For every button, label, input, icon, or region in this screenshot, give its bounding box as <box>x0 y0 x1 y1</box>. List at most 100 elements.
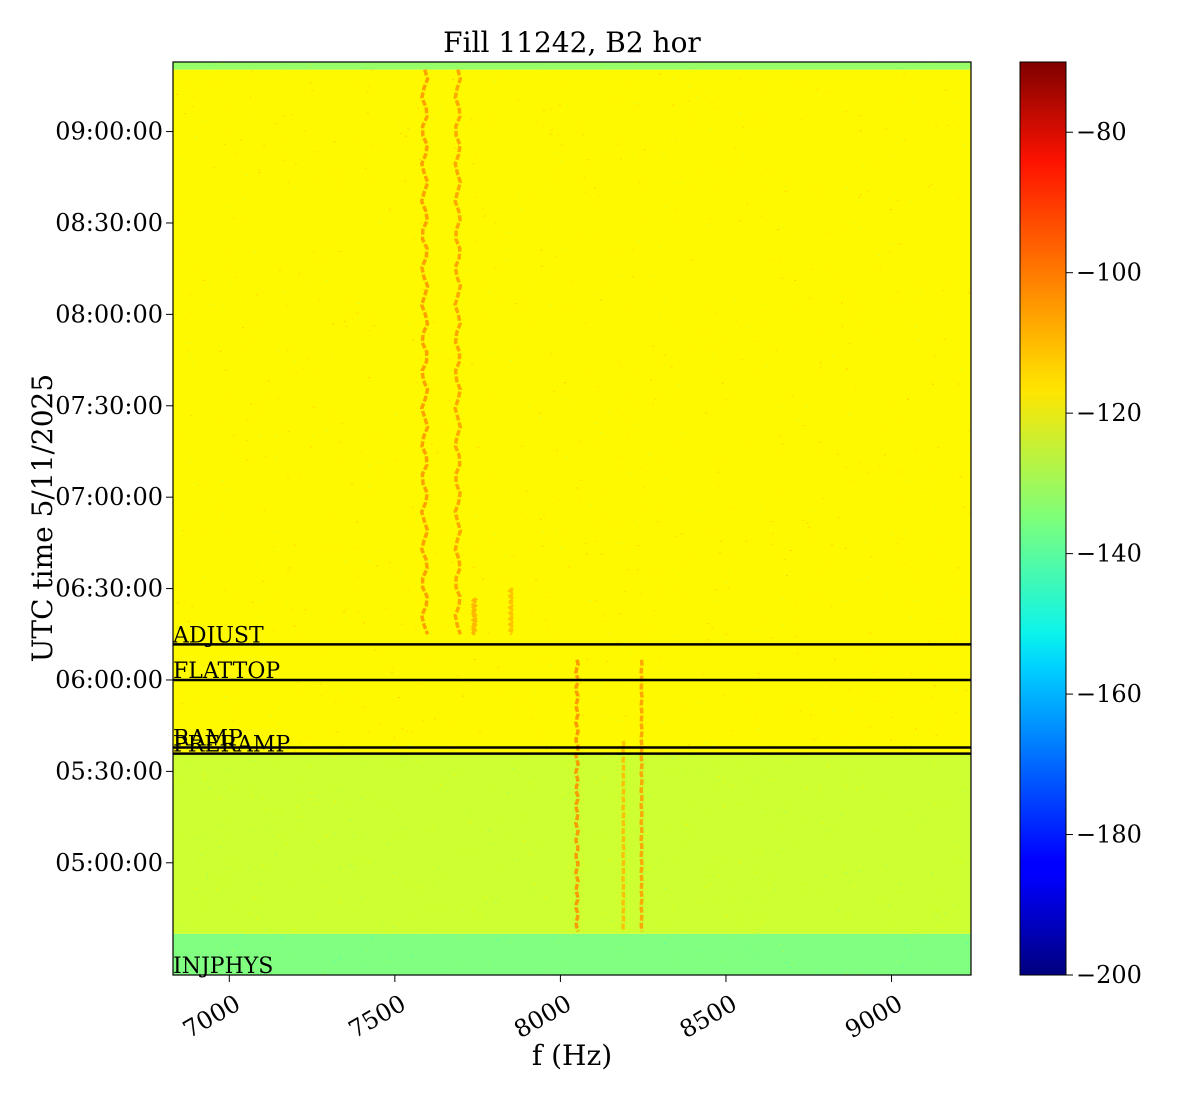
heatmap-noise <box>849 480 852 482</box>
heatmap-noise <box>299 474 302 476</box>
heatmap-noise <box>656 117 659 119</box>
heatmap-noise <box>422 469 425 471</box>
heatmap-noise <box>578 497 581 499</box>
heatmap-noise <box>254 785 257 787</box>
heatmap-noise <box>878 700 881 702</box>
heatmap-noise <box>469 297 472 299</box>
heatmap-noise <box>714 589 717 591</box>
heatmap-noise <box>663 156 666 158</box>
heatmap-noise <box>678 450 681 452</box>
heatmap-noise <box>495 237 498 239</box>
heatmap-noise <box>917 826 920 828</box>
colorbar-tick-label: −200 <box>1076 961 1142 989</box>
heatmap-noise <box>742 505 745 507</box>
heatmap-noise <box>746 841 749 843</box>
heatmap-noise <box>828 564 831 566</box>
heatmap-noise <box>408 442 411 444</box>
heatmap-noise <box>820 361 823 363</box>
heatmap-noise <box>526 632 529 634</box>
heatmap-noise <box>888 243 891 245</box>
heatmap-noise <box>344 308 347 310</box>
heatmap-noise <box>933 965 936 967</box>
heatmap-noise <box>878 465 881 467</box>
heatmap-noise <box>262 527 265 529</box>
heatmap-noise <box>364 394 367 396</box>
heatmap-noise <box>790 73 793 75</box>
heatmap-noise <box>631 520 634 522</box>
heatmap-noise <box>959 863 962 865</box>
colorbar <box>1019 61 1067 976</box>
heatmap-noise <box>539 412 542 414</box>
heatmap-noise <box>439 530 442 532</box>
heatmap-noise <box>263 546 266 548</box>
heatmap-noise <box>624 548 627 550</box>
heatmap-noise <box>199 367 202 369</box>
heatmap-noise <box>712 107 715 109</box>
heatmap-noise <box>859 870 862 872</box>
heatmap-noise <box>499 694 502 696</box>
heatmap-noise <box>285 906 288 908</box>
heatmap-noise <box>902 100 905 102</box>
heatmap-noise <box>275 434 278 436</box>
heatmap-noise <box>824 875 827 877</box>
heatmap-noise <box>617 144 620 146</box>
heatmap-noise <box>574 961 577 963</box>
heatmap-noise <box>603 777 606 779</box>
heatmap-noise <box>434 109 437 111</box>
heatmap-noise <box>491 590 494 592</box>
heatmap-noise <box>596 352 599 354</box>
heatmap-noise <box>440 163 443 165</box>
heatmap-noise <box>591 846 594 848</box>
heatmap-noise <box>357 611 360 613</box>
heatmap-noise <box>765 497 768 499</box>
heatmap-noise <box>189 466 192 468</box>
heatmap-noise <box>615 953 618 955</box>
heatmap-noise <box>961 301 964 303</box>
heatmap-noise <box>665 300 668 302</box>
heatmap-noise <box>963 123 966 125</box>
heatmap-noise <box>182 569 185 571</box>
heatmap-noise <box>823 519 826 521</box>
heatmap-noise <box>207 201 210 203</box>
heatmap-noise <box>218 510 221 512</box>
heatmap-noise <box>481 842 484 844</box>
heatmap-noise <box>314 707 317 709</box>
heatmap-noise <box>470 821 473 823</box>
heatmap-noise <box>678 444 681 446</box>
heatmap-noise <box>383 98 386 100</box>
heatmap-noise <box>690 259 693 261</box>
heatmap-noise <box>913 579 916 581</box>
heatmap-noise <box>692 124 695 126</box>
heatmap-noise <box>401 728 404 730</box>
heatmap-noise <box>594 508 597 510</box>
heatmap-noise <box>197 922 200 924</box>
heatmap-noise <box>227 863 230 865</box>
heatmap-noise <box>804 515 807 517</box>
heatmap-noise <box>726 91 729 93</box>
heatmap-noise <box>231 692 234 694</box>
heatmap-noise <box>637 514 640 516</box>
heatmap-noise <box>780 374 783 376</box>
heatmap-noise <box>410 519 413 521</box>
heatmap-noise <box>396 122 399 124</box>
heatmap-noise <box>430 555 433 557</box>
heatmap-noise <box>872 422 875 424</box>
heatmap-noise <box>457 612 460 614</box>
heatmap-noise <box>836 738 839 740</box>
heatmap-noise <box>298 914 301 916</box>
heatmap-noise <box>954 633 957 635</box>
heatmap-noise <box>839 581 842 583</box>
heatmap-noise <box>860 357 863 359</box>
heatmap-noise <box>680 533 683 535</box>
heatmap-noise <box>214 79 217 81</box>
heatmap-noise <box>417 759 420 761</box>
heatmap-noise <box>246 301 249 303</box>
heatmap-noise <box>187 241 190 243</box>
heatmap-noise <box>710 883 713 885</box>
heatmap-noise <box>379 674 382 676</box>
heatmap-noise <box>237 904 240 906</box>
heatmap-noise <box>213 394 216 396</box>
heatmap-noise <box>858 463 861 465</box>
heatmap-noise <box>688 86 691 88</box>
heatmap-noise <box>349 819 352 821</box>
